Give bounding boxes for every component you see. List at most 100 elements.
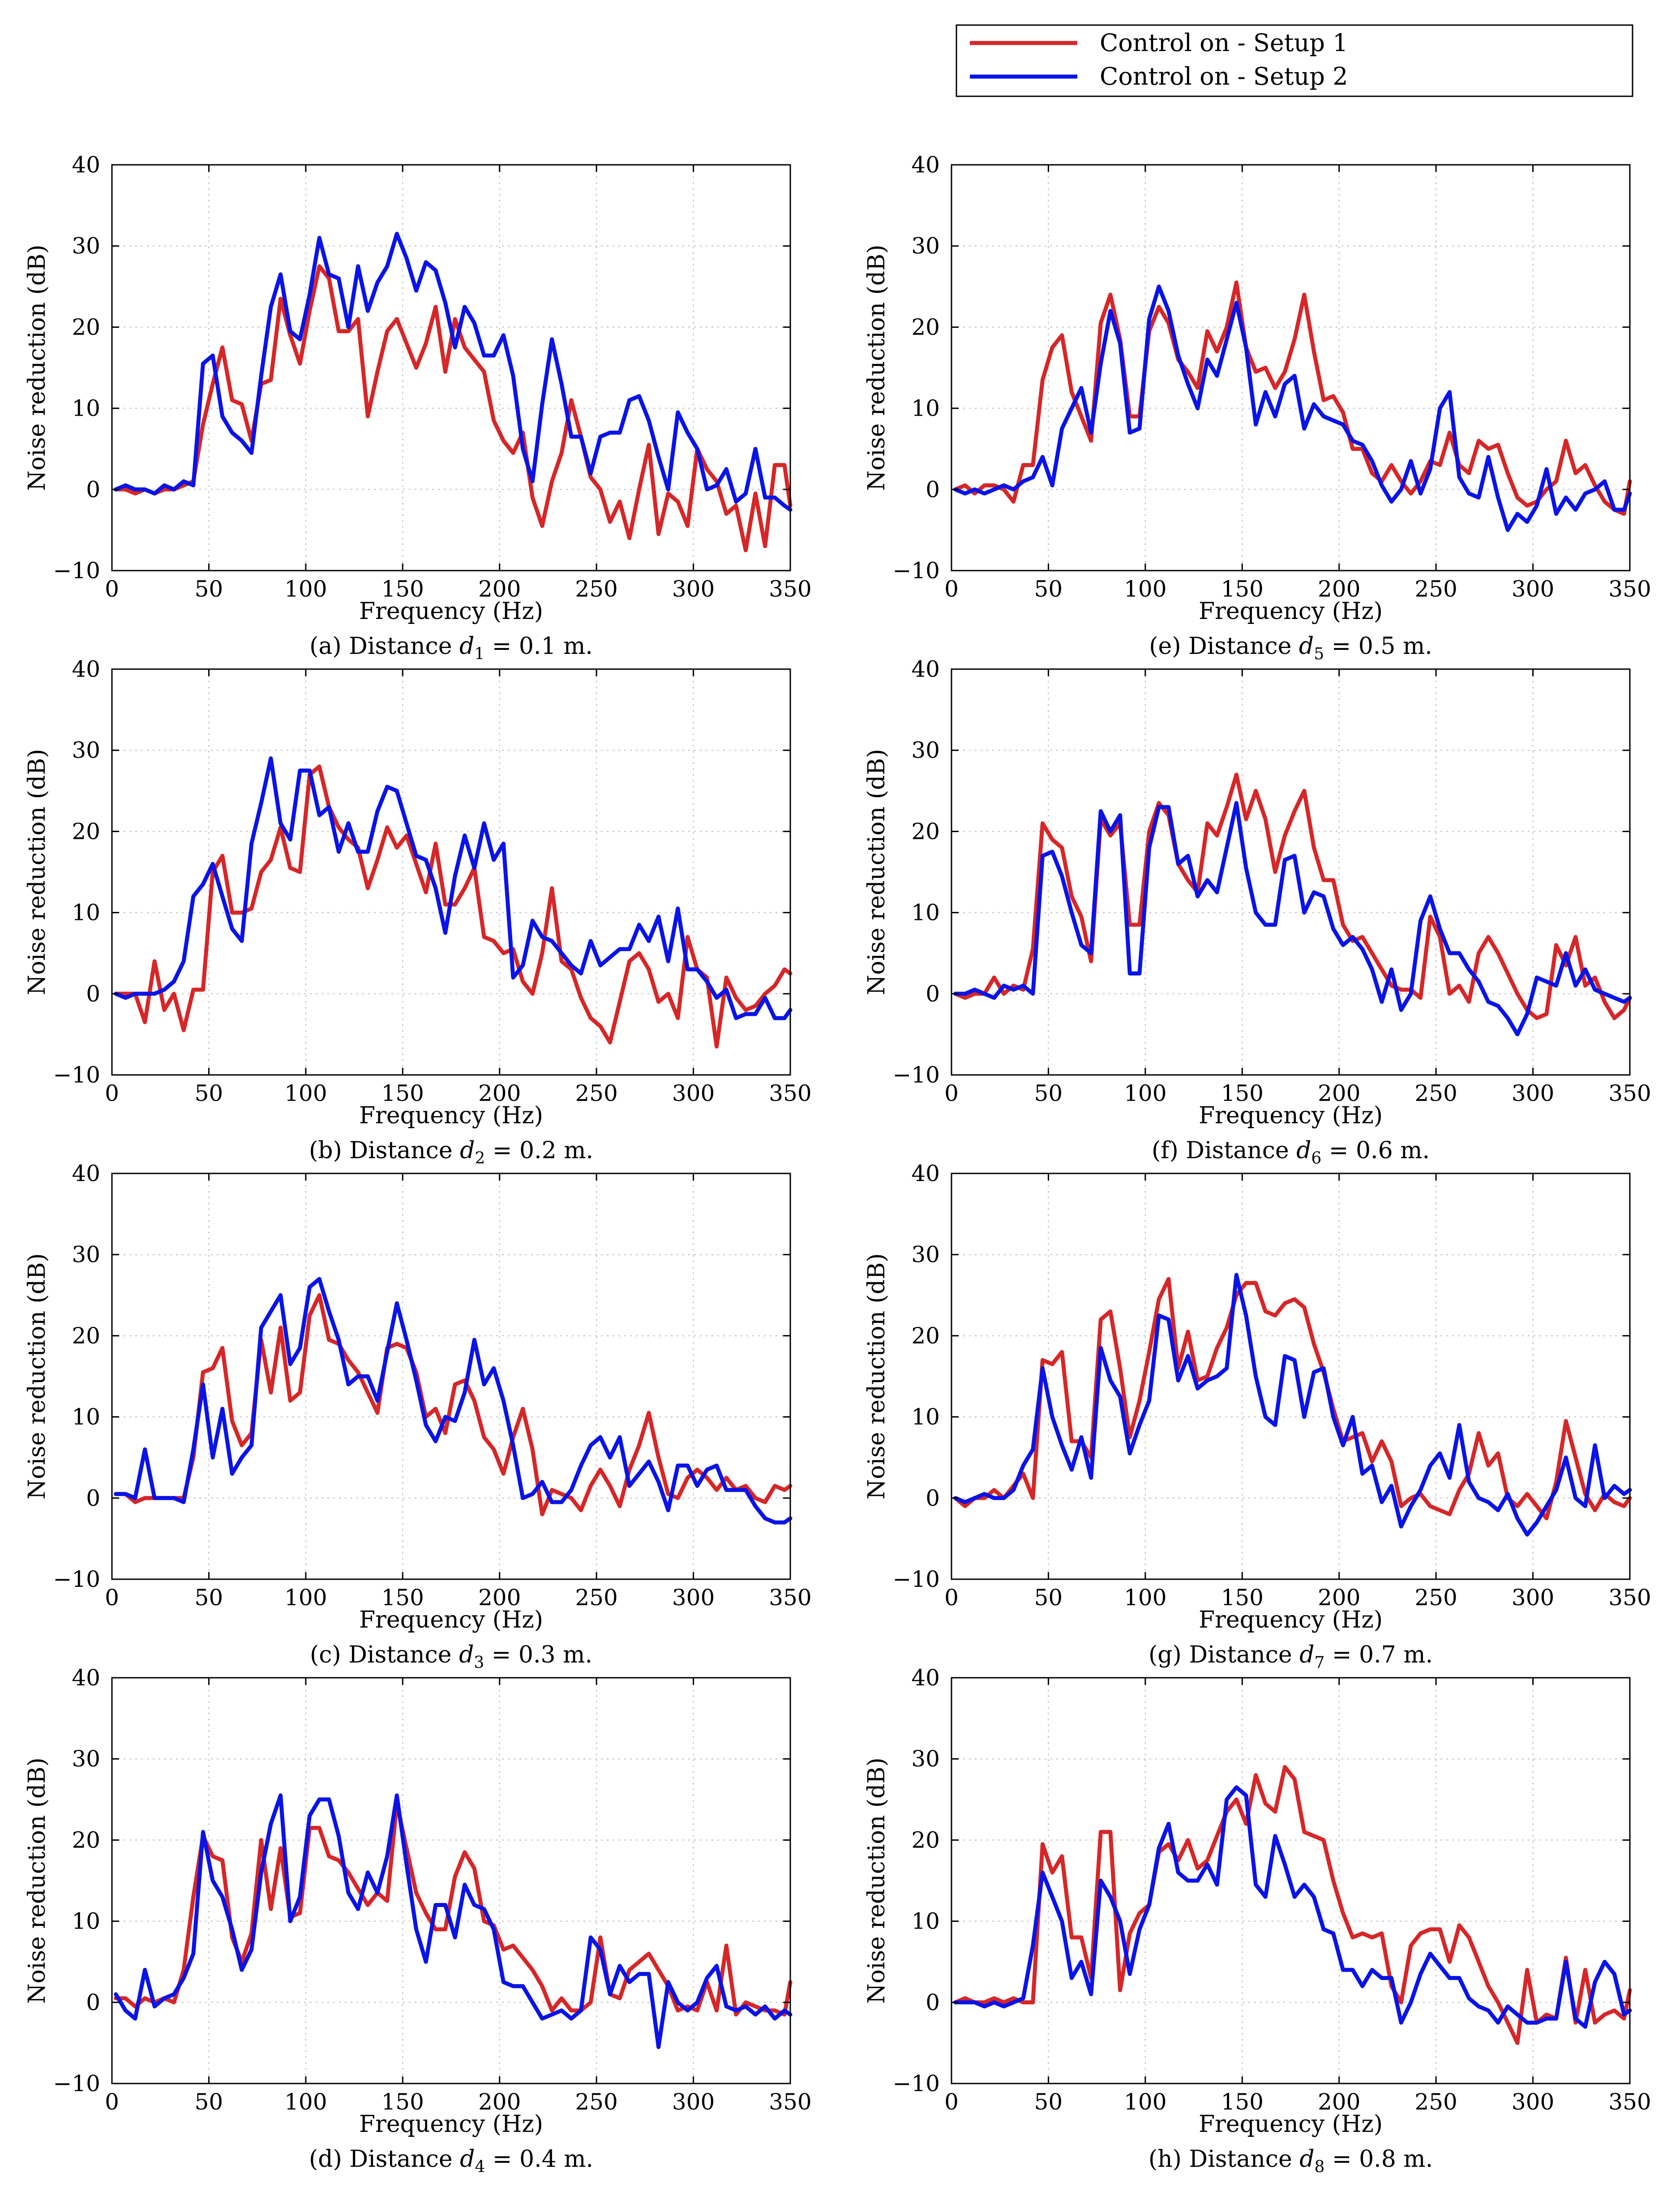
panel-a-xtick-label: 200	[478, 576, 521, 602]
panel-g-xtick-label: 200	[1318, 1585, 1360, 1611]
panel-f-xtick-label: 0	[944, 1080, 959, 1106]
panel-h-xtick-label: 300	[1512, 2089, 1554, 2115]
panel-c-series-setup-1	[114, 1293, 793, 1517]
panel-h-ytick-label: 40	[911, 1665, 940, 1691]
panel-e-ytick-label: −10	[892, 558, 940, 584]
panel-h-xlabel: Frequency (Hz)	[1199, 2111, 1383, 2138]
panel-d-ylabel: Noise reduction (dB)	[24, 1757, 51, 2004]
panel-b-xtick-label: 350	[769, 1080, 811, 1106]
panel-e-xtick-label: 300	[1512, 576, 1554, 602]
panel-b-ytick-label: 30	[72, 737, 100, 763]
panel-e-xlabel: Frequency (Hz)	[1199, 598, 1383, 625]
panel-e-xtick-label: 50	[1034, 576, 1063, 602]
panel-b-ytick-label: 10	[72, 900, 100, 926]
panel-g-xtick-label: 50	[1034, 1585, 1063, 1611]
panel-g: 0 50 100 150 200 250 300 350−10010203040Frequen…	[863, 1160, 1651, 1672]
panel-a-ytick-label: 30	[72, 233, 100, 259]
panel-c-ytick-label: 40	[72, 1160, 100, 1186]
panel-g-axes-frame	[951, 1173, 1631, 1580]
panel-a-ylabel: Noise reduction (dB)	[24, 245, 51, 491]
panel-c-xtick-label: 0	[105, 1585, 119, 1611]
panel-c-ytick-label: 0	[86, 1485, 100, 1511]
panel-c-xtick-label: 300	[672, 1585, 715, 1611]
panel-c-grid	[112, 1173, 790, 1579]
panel-c-xtick-label: 150	[381, 1585, 424, 1611]
panel-h: 0 50 100 150 200 250 300 350−10010203040Frequen…	[863, 1665, 1651, 2176]
panel-g-xtick-label: 350	[1608, 1585, 1651, 1611]
panel-f-xtick-label: 100	[1124, 1080, 1166, 1106]
panel-a-xlabel: Frequency (Hz)	[359, 598, 543, 625]
panel-a-axes-frame	[111, 164, 791, 571]
panel-e-ytick-label: 10	[911, 395, 940, 421]
panel-a-xtick-label: 50	[195, 576, 223, 602]
panel-e-caption: (e) Distance d5 = 0.5 m.	[1149, 633, 1432, 663]
panel-h-series-setup-2	[953, 1785, 1632, 2029]
panel-b-xtick-label: 100	[284, 1080, 327, 1106]
panel-a-xtick-label: 100	[284, 576, 327, 602]
panel-a-series-setup-1	[114, 264, 793, 553]
panel-g-xtick-label: 0	[944, 1585, 959, 1611]
panel-c-ylabel: Noise reduction (dB)	[24, 1253, 51, 1499]
panel-h-ytick-label: 30	[911, 1746, 940, 1772]
panel-e-xtick-label: 0	[944, 576, 959, 602]
panel-h-xtick-label: 350	[1608, 2089, 1651, 2115]
panel-d-xlabel: Frequency (Hz)	[359, 2111, 543, 2138]
panel-d-xtick-label: 0	[105, 2089, 119, 2115]
panel-f-xtick-label: 300	[1512, 1080, 1554, 1106]
panel-e-ytick-label: 0	[926, 477, 940, 503]
panel-g-xlabel: Frequency (Hz)	[1199, 1607, 1383, 1633]
panel-g-ytick-label: 40	[911, 1160, 940, 1186]
panel-d-xtick-label: 250	[575, 2089, 617, 2115]
panel-h-xtick-label: 0	[944, 2089, 959, 2115]
panel-h-axes-frame	[951, 1677, 1631, 2084]
panel-h-xtick-label: 250	[1414, 2089, 1457, 2115]
panel-b: 0 50 100 150 200 250 300 350−10010203040Frequen…	[24, 656, 812, 1168]
panel-g-ytick-label: −10	[892, 1566, 940, 1592]
panel-a-ytick-label: 20	[72, 314, 100, 340]
panel-d-xtick-label: 350	[769, 2089, 811, 2115]
panel-a-series-setup-2	[114, 232, 793, 512]
panel-c-xtick-label: 350	[769, 1585, 811, 1611]
panel-f: 0 50 100 150 200 250 300 350−10010203040Frequen…	[863, 656, 1651, 1168]
panel-d-caption: (d) Distance d4 = 0.4 m.	[309, 2146, 593, 2176]
panel-g-series-setup-1	[953, 1277, 1632, 1521]
panel-e-axes-frame	[951, 164, 1631, 571]
panel-g-xtick-label: 300	[1512, 1585, 1554, 1611]
panel-d-ytick-label: 10	[72, 1908, 100, 1934]
panel-f-xtick-label: 200	[1318, 1080, 1360, 1106]
panel-g-ytick-label: 0	[926, 1485, 940, 1511]
panel-e-xtick-label: 200	[1318, 576, 1360, 602]
panel-f-ytick-label: −10	[892, 1062, 940, 1088]
panel-b-ytick-label: 0	[86, 981, 100, 1007]
panel-d-xtick-label: 300	[672, 2089, 715, 2115]
panel-e-ylabel: Noise reduction (dB)	[863, 245, 890, 491]
panel-c-xtick-label: 100	[284, 1585, 327, 1611]
panel-f-xtick-label: 50	[1034, 1080, 1063, 1106]
panel-b-xtick-label: 200	[478, 1080, 521, 1106]
panel-e-xtick-label: 250	[1414, 576, 1457, 602]
panel-d-ytick-label: 40	[72, 1665, 100, 1691]
panel-h-xtick-label: 50	[1034, 2089, 1063, 2115]
panel-b-caption: (b) Distance d2 = 0.2 m.	[309, 1137, 593, 1168]
panel-e-xtick-label: 350	[1608, 576, 1651, 602]
panel-f-ytick-label: 30	[911, 737, 940, 763]
panel-f-xlabel: Frequency (Hz)	[1199, 1102, 1383, 1129]
panel-b-ylabel: Noise reduction (dB)	[24, 749, 51, 995]
panel-a-ytick-label: 40	[72, 152, 100, 178]
panel-f-ytick-label: 0	[926, 981, 940, 1007]
panel-e-series-setup-2	[953, 284, 1632, 532]
panel-g-xtick-label: 100	[1124, 1585, 1166, 1611]
panel-g-xtick-label: 250	[1414, 1585, 1457, 1611]
panel-f-axes-frame	[951, 668, 1631, 1076]
panel-a-ytick-label: 0	[86, 477, 100, 503]
panel-d-ytick-label: 20	[72, 1827, 100, 1853]
panel-b-series-setup-2	[114, 756, 793, 1020]
panel-d-series-setup-2	[114, 1793, 793, 2049]
panel-b-xtick-label: 300	[672, 1080, 715, 1106]
panel-a-ytick-label: 10	[72, 395, 100, 421]
panel-f-xtick-label: 250	[1414, 1080, 1457, 1106]
panel-h-ytick-label: 20	[911, 1827, 940, 1853]
panel-g-ylabel: Noise reduction (dB)	[863, 1253, 890, 1499]
panel-b-series-setup-1	[114, 764, 793, 1049]
